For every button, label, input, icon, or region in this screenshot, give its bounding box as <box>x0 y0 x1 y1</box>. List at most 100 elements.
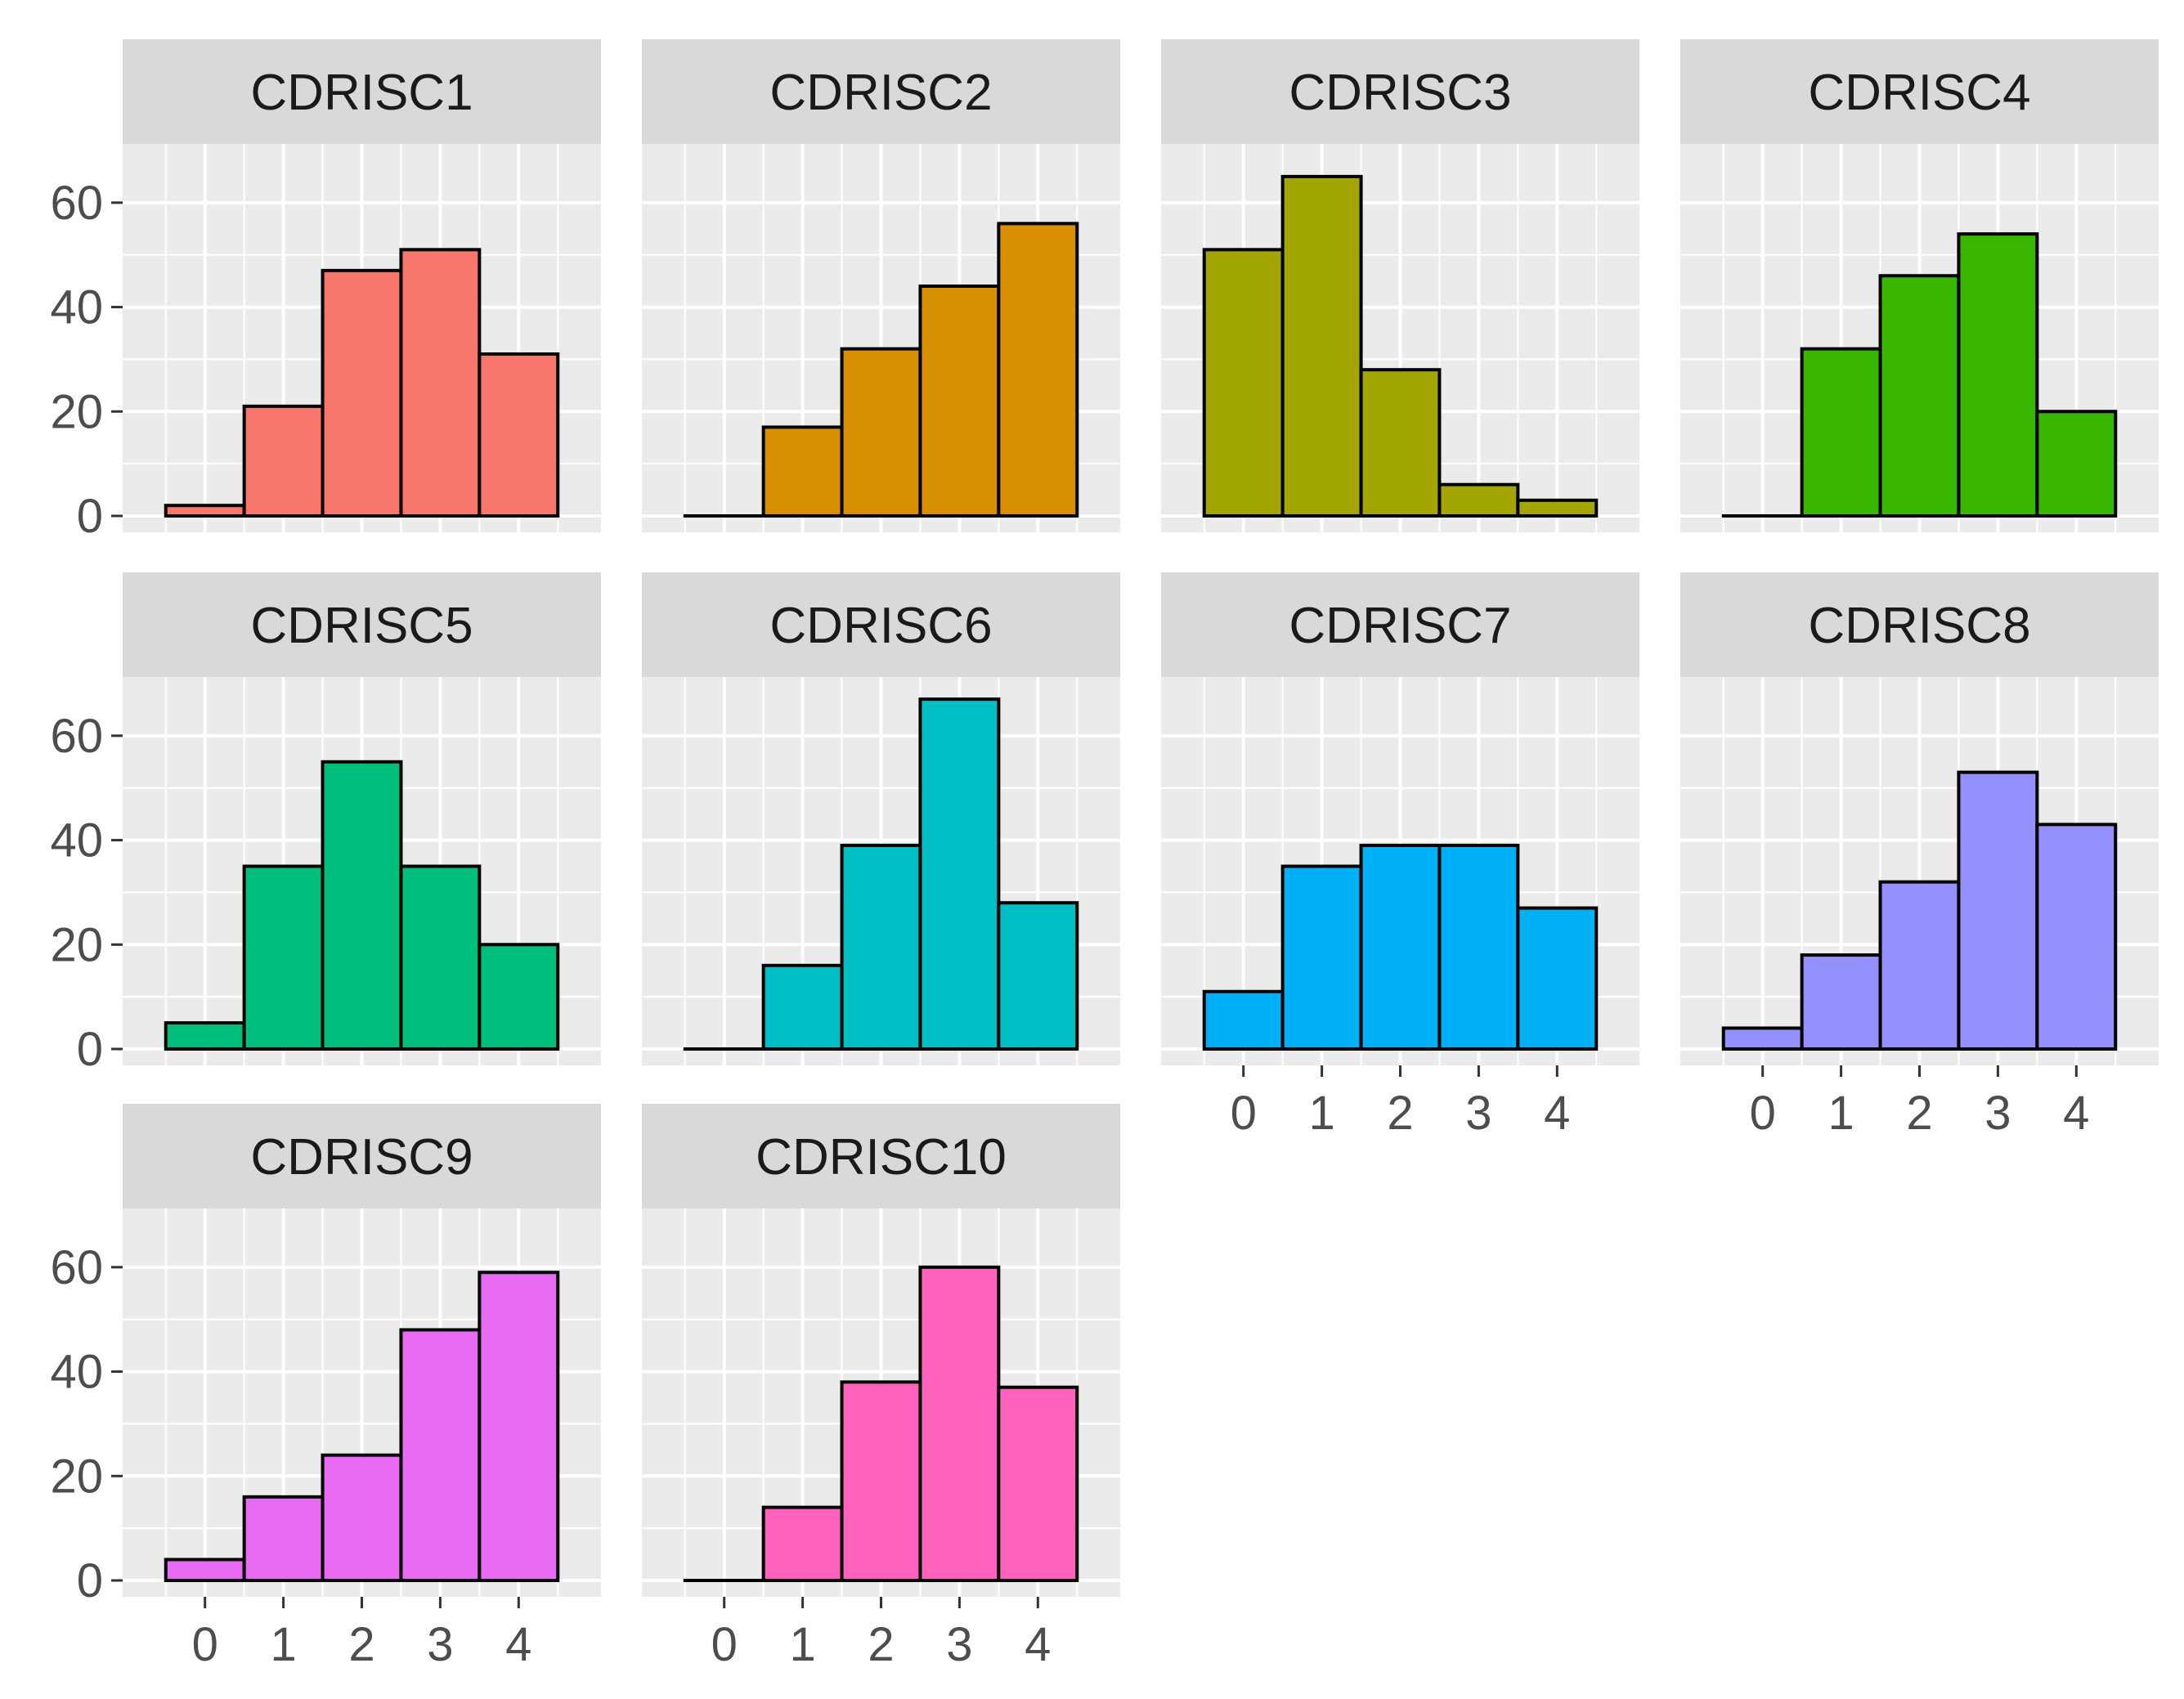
x-tick-label: 3 <box>946 1618 972 1671</box>
histogram-bar <box>1516 498 1599 518</box>
panel-strip-label: CDRISC5 <box>250 598 473 654</box>
panel-strip <box>642 572 1120 677</box>
x-tick-label: 2 <box>348 1618 374 1671</box>
histogram-bar <box>1202 248 1285 518</box>
histogram-bar <box>761 1505 844 1582</box>
histogram-bar <box>918 1265 1001 1583</box>
histogram-bar <box>761 963 844 1051</box>
histogram-bar <box>840 347 922 518</box>
panel-cdrisc2: CDRISC2 <box>642 39 1120 532</box>
histogram-bar <box>1437 482 1520 518</box>
y-tick-label: 0 <box>77 1023 103 1076</box>
histogram-bar <box>478 352 560 518</box>
panel-strip <box>123 39 601 144</box>
histogram-bar <box>840 843 922 1051</box>
panel-strip-label: CDRISC9 <box>250 1129 473 1186</box>
y-tick-label: 0 <box>77 490 103 543</box>
y-tick-label: 60 <box>50 1241 103 1294</box>
panel-cdrisc3: CDRISC3 <box>1161 39 1639 532</box>
x-tick-label: 1 <box>1308 1087 1334 1140</box>
panel-cdrisc6: CDRISC6 <box>642 572 1120 1065</box>
histogram-bar <box>840 1380 922 1583</box>
panel-strip <box>1161 39 1639 144</box>
x-tick-label: 3 <box>1465 1087 1491 1140</box>
x-tick-label: 1 <box>1827 1087 1854 1140</box>
y-tick-label: 60 <box>50 710 103 763</box>
histogram-bar <box>997 1385 1079 1582</box>
histogram-bar <box>399 1328 482 1582</box>
x-tick-label: 4 <box>1025 1618 1051 1671</box>
histogram-bar <box>1957 232 2039 518</box>
histogram-bar <box>478 943 560 1051</box>
histogram-bar <box>918 697 1001 1051</box>
panel-strip <box>123 572 601 677</box>
panel-cdrisc8: CDRISC8 0 1 2 3 4 <box>1680 572 2159 1140</box>
y-tick-label: 0 <box>77 1554 103 1607</box>
histogram-bar <box>1800 953 1882 1051</box>
panel-cdrisc10: CDRISC10 0 1 2 3 4 <box>642 1104 1120 1671</box>
panel-strip-label: CDRISC1 <box>250 65 473 121</box>
panel-strip-label: CDRISC8 <box>1808 598 2030 654</box>
x-tick-label: 0 <box>192 1618 218 1671</box>
histogram-bar <box>1359 368 1442 518</box>
panel-cdrisc4: CDRISC4 <box>1680 39 2159 532</box>
x-tick-label: 3 <box>427 1618 453 1671</box>
histogram-bar <box>997 222 1079 518</box>
histogram-bar <box>164 1021 246 1051</box>
histogram-bar <box>1202 989 1285 1051</box>
panel-strip-label: CDRISC7 <box>1289 598 1511 654</box>
panel-strip <box>642 39 1120 144</box>
x-tick-label: 0 <box>1750 1087 1776 1140</box>
y-tick-label: 40 <box>50 281 103 334</box>
panel-strip <box>1680 572 2159 677</box>
y-tick-label: 60 <box>50 177 103 230</box>
histogram-bar <box>761 425 844 518</box>
histogram-bar <box>399 864 482 1051</box>
x-tick-label: 1 <box>270 1618 296 1671</box>
panel-strip <box>642 1104 1120 1208</box>
histogram-bar <box>1721 1026 1804 1051</box>
x-tick-label: 3 <box>1984 1087 2011 1140</box>
histogram-bar <box>1957 770 2039 1051</box>
histogram-bar <box>1280 864 1363 1051</box>
histogram-bar <box>399 248 482 518</box>
panel-cdrisc1: CDRISC1 0 20 40 60 <box>50 39 601 543</box>
x-tick-label: 2 <box>1906 1087 1932 1140</box>
histogram-bar <box>918 285 1001 518</box>
histogram-bar <box>1878 274 1961 518</box>
histogram-bar <box>2035 823 2118 1051</box>
histogram-bar <box>321 268 403 518</box>
histogram-bar <box>1878 880 1961 1051</box>
panel-cdrisc7: CDRISC7 0 1 2 3 4 <box>1161 572 1639 1140</box>
y-tick-label: 40 <box>50 814 103 867</box>
histogram-bar <box>321 1453 403 1582</box>
histogram-bar <box>1280 174 1363 518</box>
histogram-bar <box>242 864 325 1051</box>
histogram-bar <box>1516 906 1599 1051</box>
panel-cdrisc5: CDRISC5 0 20 40 60 <box>50 572 601 1076</box>
panel-strip-label: CDRISC4 <box>1808 65 2030 121</box>
histogram-bar <box>242 404 325 518</box>
panel-strip-label: CDRISC2 <box>769 65 992 121</box>
histogram-bar <box>164 504 246 518</box>
y-tick-label: 20 <box>50 1450 103 1503</box>
histogram-bar <box>1437 843 1520 1051</box>
panel-strip <box>1161 572 1639 677</box>
histogram-bar <box>2035 410 2118 518</box>
x-tick-label: 4 <box>1544 1087 1570 1140</box>
histogram-bar <box>321 760 403 1051</box>
x-tick-label: 2 <box>1387 1087 1413 1140</box>
panel-strip-label: CDRISC3 <box>1289 65 1511 121</box>
y-tick-label: 20 <box>50 918 103 971</box>
x-tick-label: 2 <box>868 1618 894 1671</box>
x-tick-label: 0 <box>1231 1087 1257 1140</box>
x-tick-label: 4 <box>2063 1087 2089 1140</box>
x-tick-label: 4 <box>505 1618 531 1671</box>
histogram-bar <box>164 1558 246 1583</box>
y-tick-label: 40 <box>50 1346 103 1399</box>
x-tick-label: 1 <box>789 1618 815 1671</box>
y-tick-label: 20 <box>50 385 103 438</box>
panel-strip-label: CDRISC10 <box>756 1129 1007 1186</box>
